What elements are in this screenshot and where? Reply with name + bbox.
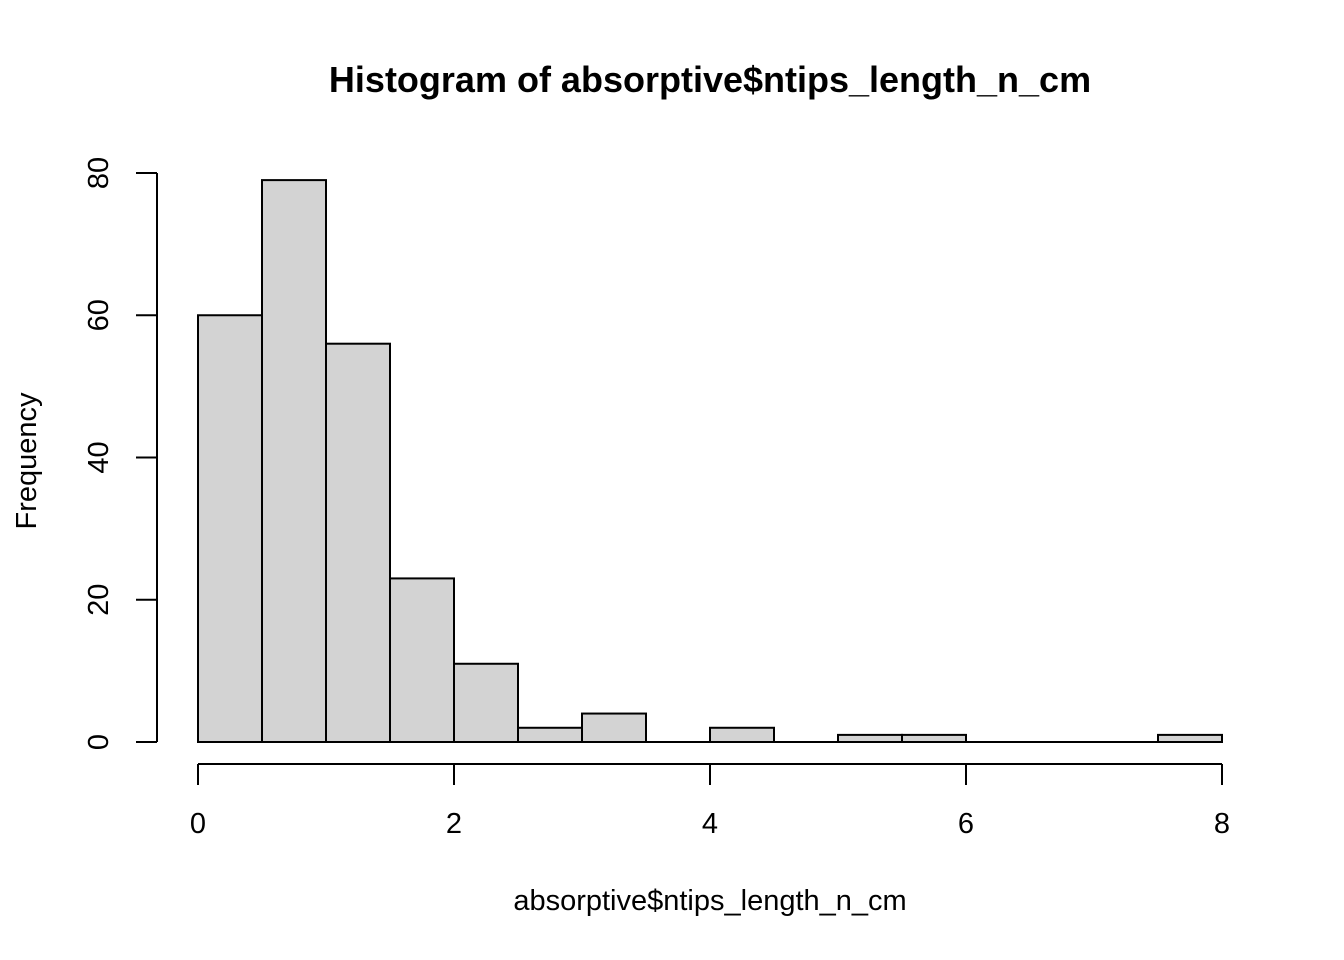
y-tick-label: 20 xyxy=(83,584,115,616)
histogram-bar xyxy=(517,726,583,744)
y-tick-label: 0 xyxy=(83,734,115,750)
histogram-bar xyxy=(453,662,519,744)
histogram-bar xyxy=(197,314,263,743)
bars-group xyxy=(197,179,1223,744)
histogram-bar xyxy=(709,726,775,744)
histogram-bar xyxy=(325,342,391,743)
x-tick-label: 2 xyxy=(446,808,462,840)
y-axis: 0 20 40 60 80 xyxy=(83,157,158,750)
x-axis: 0 2 4 6 8 xyxy=(190,763,1230,840)
y-tick-label: 80 xyxy=(83,157,115,189)
chart-title: Histogram of absorptive$ntips_length_n_c… xyxy=(329,59,1091,100)
y-tick-label: 60 xyxy=(83,299,115,331)
x-axis-label: absorptive$ntips_length_n_cm xyxy=(513,885,906,917)
x-tick-label: 6 xyxy=(958,808,974,840)
histogram-bar xyxy=(581,712,647,743)
y-axis-label: Frequency xyxy=(11,392,43,530)
histogram-bar xyxy=(261,179,327,744)
histogram-bar xyxy=(901,733,967,744)
y-tick-label: 40 xyxy=(83,441,115,473)
x-tick-label: 8 xyxy=(1214,808,1230,840)
histogram-bar xyxy=(837,733,903,744)
histogram-bar xyxy=(1157,733,1223,744)
x-tick-label: 0 xyxy=(190,808,206,840)
histogram-bar xyxy=(389,577,455,743)
x-tick-label: 4 xyxy=(702,808,718,840)
